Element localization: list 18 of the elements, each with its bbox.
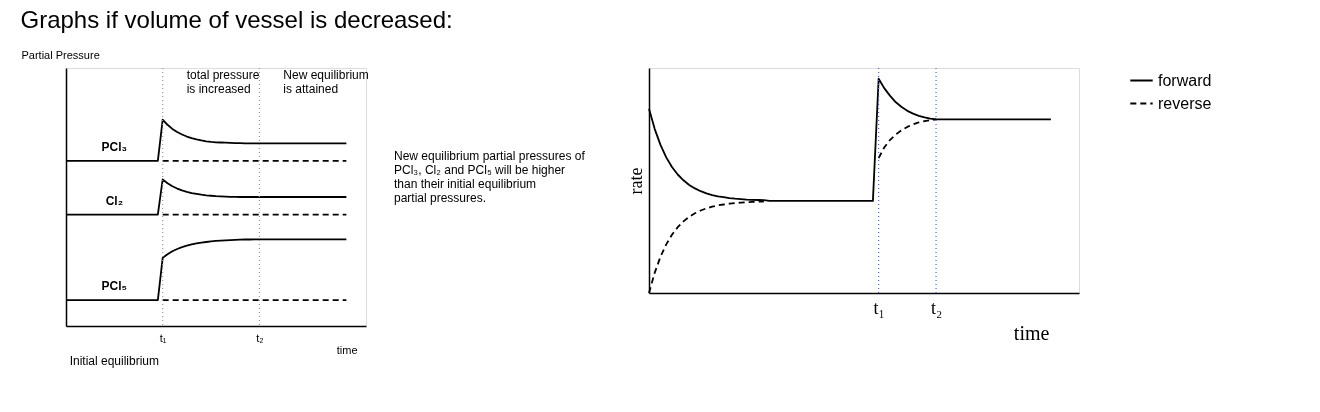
text: New equilibrium partial pressures of PCl₃, Cl₂ and PCl₅ will be higher than their initial equilibrium partial pressures. <box>394 148 586 205</box>
legend-label: reverse <box>1158 94 1212 112</box>
text: total pressure is increased <box>186 68 260 96</box>
y-axis-title: rate <box>625 167 646 195</box>
series-label: PCl₃ <box>101 139 128 154</box>
chart-title: Graphs if volume of vessel is decreased: <box>20 5 453 33</box>
x-tick-label: t₁ <box>159 331 167 344</box>
y-axis-title: Partial Pressure <box>21 48 100 61</box>
series-label: Cl₂ <box>105 193 124 208</box>
x-tick-label: t₁ <box>873 297 885 318</box>
text: Initial equilibrium <box>69 354 160 368</box>
x-tick-label: t₂ <box>930 297 943 318</box>
x-tick-label: t₂ <box>256 331 264 344</box>
series-label: PCl₅ <box>101 279 128 294</box>
x-axis-title: time <box>336 343 358 356</box>
x-axis-title: time <box>1013 321 1050 344</box>
text: New equilibrium is attained <box>283 68 369 96</box>
legend-label: forward <box>1158 71 1212 89</box>
